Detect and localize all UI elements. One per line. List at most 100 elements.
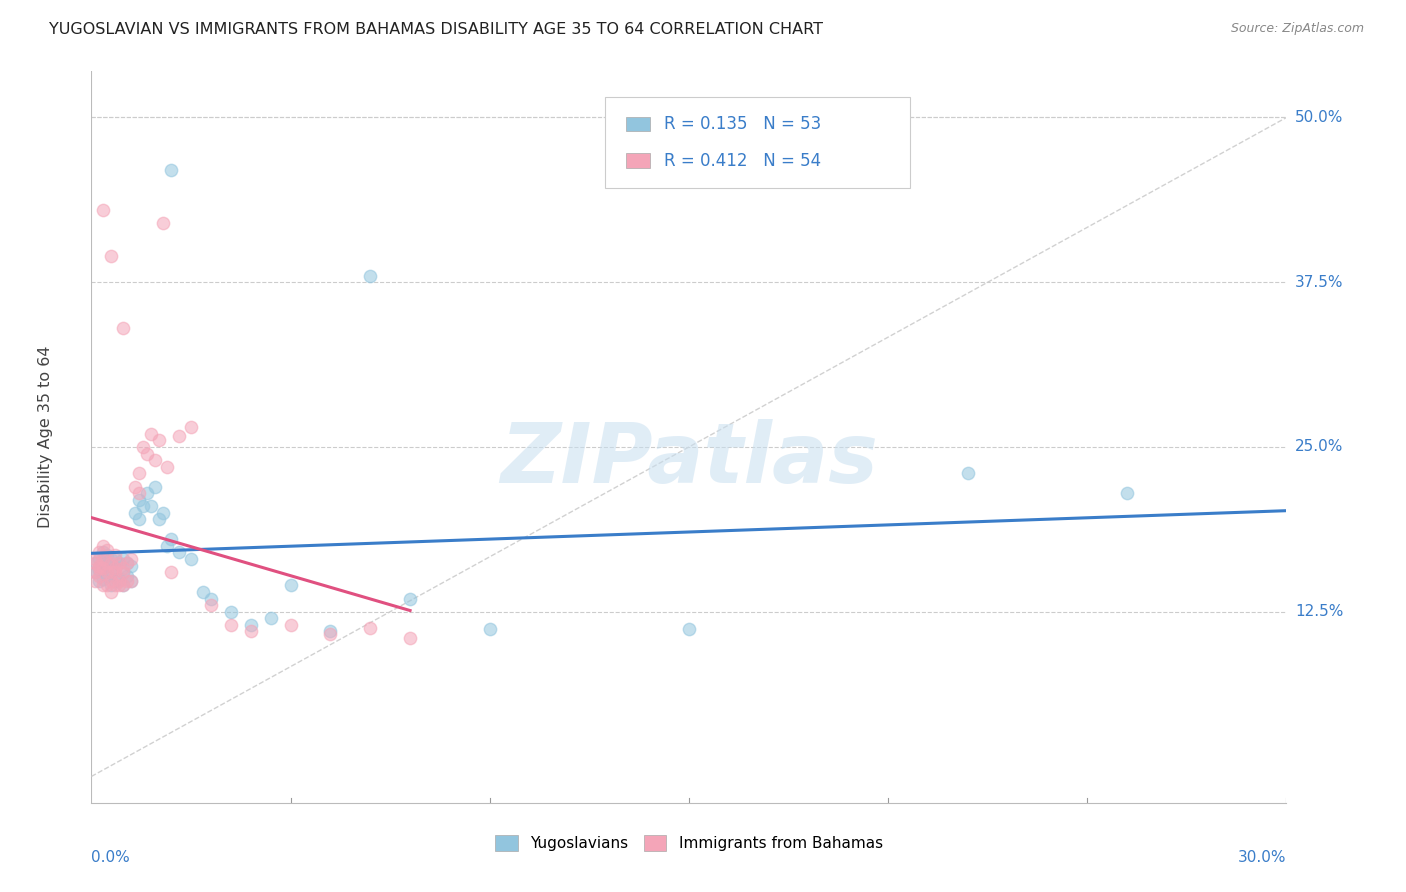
Point [104,561,127,575]
Text: 37.5%: 37.5% [1295,275,1343,290]
Point [141,426,162,441]
Point [156,539,179,553]
Point [89,562,111,576]
Point [152,216,174,230]
Point [160,565,183,579]
Point [93,202,115,217]
Point [89,574,111,589]
Point [100,565,122,579]
FancyBboxPatch shape [626,153,650,168]
Point [84,556,107,570]
Point [678,622,700,636]
Point [359,268,381,283]
Point [100,552,122,566]
Point [128,492,150,507]
Point [160,533,183,547]
Text: 50.0%: 50.0% [1295,110,1343,125]
Point [124,506,146,520]
Point [115,574,138,589]
Point [93,552,115,566]
Legend: Yugoslavians, Immigrants from Bahamas: Yugoslavians, Immigrants from Bahamas [489,830,889,857]
Text: Disability Age 35 to 64: Disability Age 35 to 64 [38,346,53,528]
Point [100,574,122,589]
Point [112,565,135,579]
Point [108,556,131,570]
Point [100,556,122,570]
Point [399,591,422,606]
Point [93,558,115,573]
Point [148,434,170,448]
Point [152,506,174,520]
Point [156,459,179,474]
Point [239,624,262,639]
Point [141,500,162,514]
Text: R = 0.412   N = 54: R = 0.412 N = 54 [664,152,821,169]
Point [89,545,111,559]
Point [96,569,118,583]
Text: YUGOSLAVIAN VS IMMIGRANTS FROM BAHAMAS DISABILITY AGE 35 TO 64 CORRELATION CHART: YUGOSLAVIAN VS IMMIGRANTS FROM BAHAMAS D… [49,22,823,37]
Point [96,578,118,592]
Point [96,558,118,573]
Point [104,561,127,575]
Point [84,552,107,566]
Point [280,618,302,632]
Point [128,486,150,500]
Point [132,500,155,514]
Point [319,627,342,641]
Point [259,611,281,625]
Point [148,512,170,526]
Text: ZIPatlas: ZIPatlas [501,418,877,500]
Text: 12.5%: 12.5% [1295,604,1343,619]
Point [89,558,111,573]
Point [104,578,127,592]
Point [96,565,118,579]
Point [84,565,107,579]
Text: R = 0.135   N = 53: R = 0.135 N = 53 [664,115,821,133]
Point [956,467,979,481]
Text: Source: ZipAtlas.com: Source: ZipAtlas.com [1230,22,1364,36]
FancyBboxPatch shape [605,97,910,188]
Point [108,578,131,592]
Point [112,321,135,335]
Point [167,545,190,559]
Point [93,561,115,575]
Point [93,539,115,553]
Point [96,542,118,557]
Point [89,561,111,575]
Point [89,552,111,566]
Point [93,572,115,586]
Point [96,548,118,562]
Point [167,429,190,443]
Point [219,618,242,632]
Point [239,618,262,632]
Point [104,565,127,579]
Point [112,552,135,566]
Point [112,561,135,575]
Point [191,585,214,599]
Point [100,585,122,599]
Text: 0.0%: 0.0% [91,850,131,865]
Point [104,548,127,562]
Point [478,622,501,636]
Point [128,512,150,526]
Point [89,569,111,583]
Point [100,578,122,592]
Point [115,556,138,570]
Point [136,446,159,460]
FancyBboxPatch shape [626,117,650,131]
Point [1116,486,1139,500]
Point [100,565,122,579]
Point [180,420,202,434]
Point [108,574,131,589]
Point [100,249,122,263]
Point [359,620,381,634]
Point [136,486,159,500]
Point [84,565,107,579]
Point [84,556,107,570]
Text: 25.0%: 25.0% [1295,440,1343,454]
Point [319,624,342,639]
Point [93,561,115,575]
Point [120,574,142,589]
Point [115,556,138,570]
Point [108,556,131,570]
